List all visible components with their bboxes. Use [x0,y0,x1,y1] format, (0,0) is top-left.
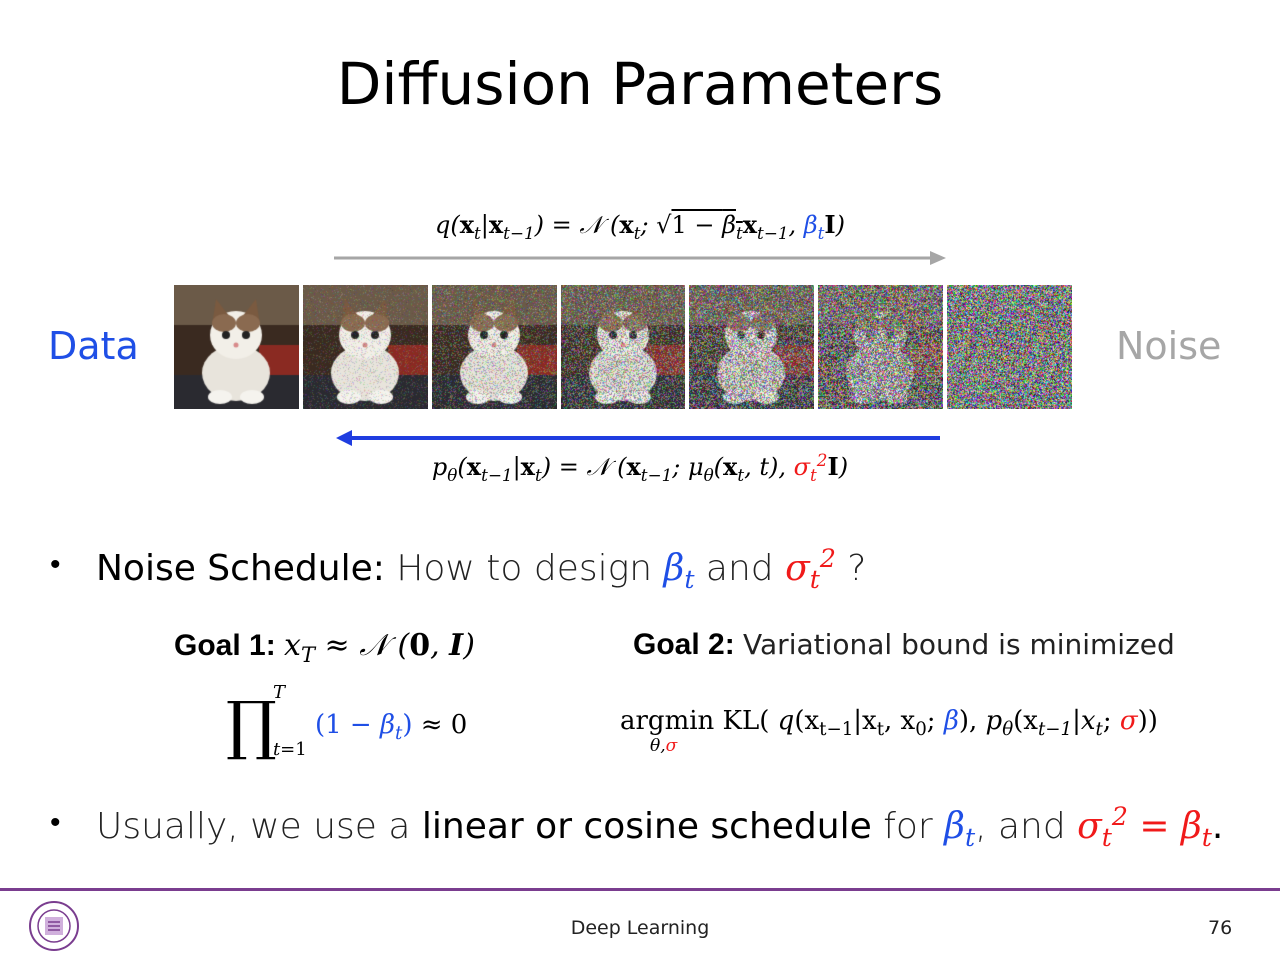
beta-t-symbol-2: βt [944,806,976,853]
cat-image-canvas [174,285,299,409]
reverse-arrow [336,430,940,446]
goal-2: Goal 2: Variational bound is minimized [633,628,1175,662]
cat-image-step-2 [431,285,557,409]
footer-course-title: Deep Learning [570,917,710,939]
bullet2-and: , and [975,806,1066,847]
cat-image-canvas [947,285,1073,409]
bullet-marker-2: • [50,806,61,839]
goal1-formula: xT ≈ 𝒩 (0, I) [284,628,475,667]
cat-image-canvas [689,285,815,409]
bullet-schedule-usage: Usually, we use a linear or cosine sched… [96,802,1223,852]
goal2-label: Goal 2: [633,628,735,661]
cat-image-step-0 [174,285,299,409]
slide-title: Diffusion Parameters [336,50,944,118]
university-seal-logo [29,901,79,951]
sigma-t-squared-symbol-2: σt2 = βt [1077,802,1212,853]
goal2-text: Variational bound is minimized [743,628,1175,661]
cat-image-step-1 [302,285,428,409]
bullet-noise-schedule: Noise Schedule: How to design βt and σt2… [96,544,866,594]
page-number: 76 [1208,917,1233,939]
forward-process-equation: q(xt|xt−1) = 𝒩 (xt; √1 − βtxt−1, βtI) [434,210,846,243]
forward-arrow [334,251,946,265]
cat-image-step-3 [560,285,686,409]
cat-image-canvas [431,285,557,409]
goal-1: Goal 1: xT ≈ 𝒩 (0, I) [174,628,475,667]
reverse-process-equation: pθ(xt−1|xt) = 𝒩 (xt−1; μθ(xt, t), σt2I) [431,450,849,485]
sigma-t-squared-symbol: σt2 [785,544,836,595]
bullet2-period: . [1211,806,1224,847]
footer-divider [0,888,1280,891]
bullet1-heading: Noise Schedule: [96,548,385,589]
cat-image-step-6 [947,285,1073,409]
noise-label: Noise [1116,324,1222,368]
bullet2-prefix: Usually, we use a [96,806,411,847]
bullet1-question: ? [847,548,867,589]
argmin-kl-formula: argmin θ,σ KL( q(xt−1|xt, x0; β), pθ(xt−1… [620,706,1158,756]
beta-t-symbol: βt [663,548,695,595]
bullet2-for: for [883,806,933,847]
bullet1-and: and [705,548,774,589]
cat-image-canvas [302,285,428,409]
cat-image-canvas [560,285,686,409]
bullet2-schedule-emphasis: linear or cosine schedule [421,806,872,847]
data-label: Data [48,324,139,368]
cat-image-step-5 [818,285,944,409]
bullet1-text: How to design [396,548,653,589]
cat-image-step-4 [689,285,815,409]
bullet-marker-1: • [50,548,61,581]
cat-image-canvas [818,285,944,409]
goal1-label: Goal 1: [174,629,276,662]
noising-image-strip [174,285,1073,409]
